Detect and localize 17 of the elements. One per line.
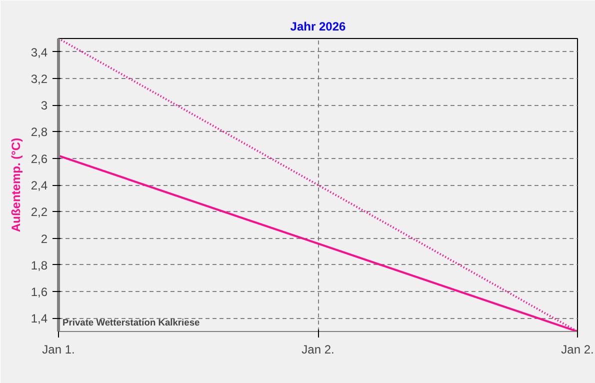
y-tick-label: 1,4 xyxy=(30,312,48,326)
y-tick-label: 2,8 xyxy=(30,125,48,140)
y-tick-label: 3,2 xyxy=(30,72,48,86)
y-tick-label: 2,2 xyxy=(30,205,48,220)
x-tick-label: Jan 2. xyxy=(561,342,594,356)
y-tick-label: 1,6 xyxy=(30,285,48,300)
y-tick-label: 3,4 xyxy=(30,45,48,60)
annotation: Private Wetterstation Kalkriese xyxy=(62,318,200,328)
y-axis-title: Außentemp. (°C) xyxy=(8,138,23,232)
y-tick-label: 1,8 xyxy=(30,258,48,272)
y-tick-label: 2,6 xyxy=(30,152,48,166)
y-tick-label: 2 xyxy=(40,232,48,246)
x-tick-label: Jan 1. xyxy=(42,342,75,356)
x-tick-label: Jan 2. xyxy=(302,342,334,356)
chart-title: Jahr 2026 xyxy=(290,20,346,34)
y-tick-label: 3 xyxy=(40,98,48,113)
y-tick-label: 2,4 xyxy=(30,178,48,192)
